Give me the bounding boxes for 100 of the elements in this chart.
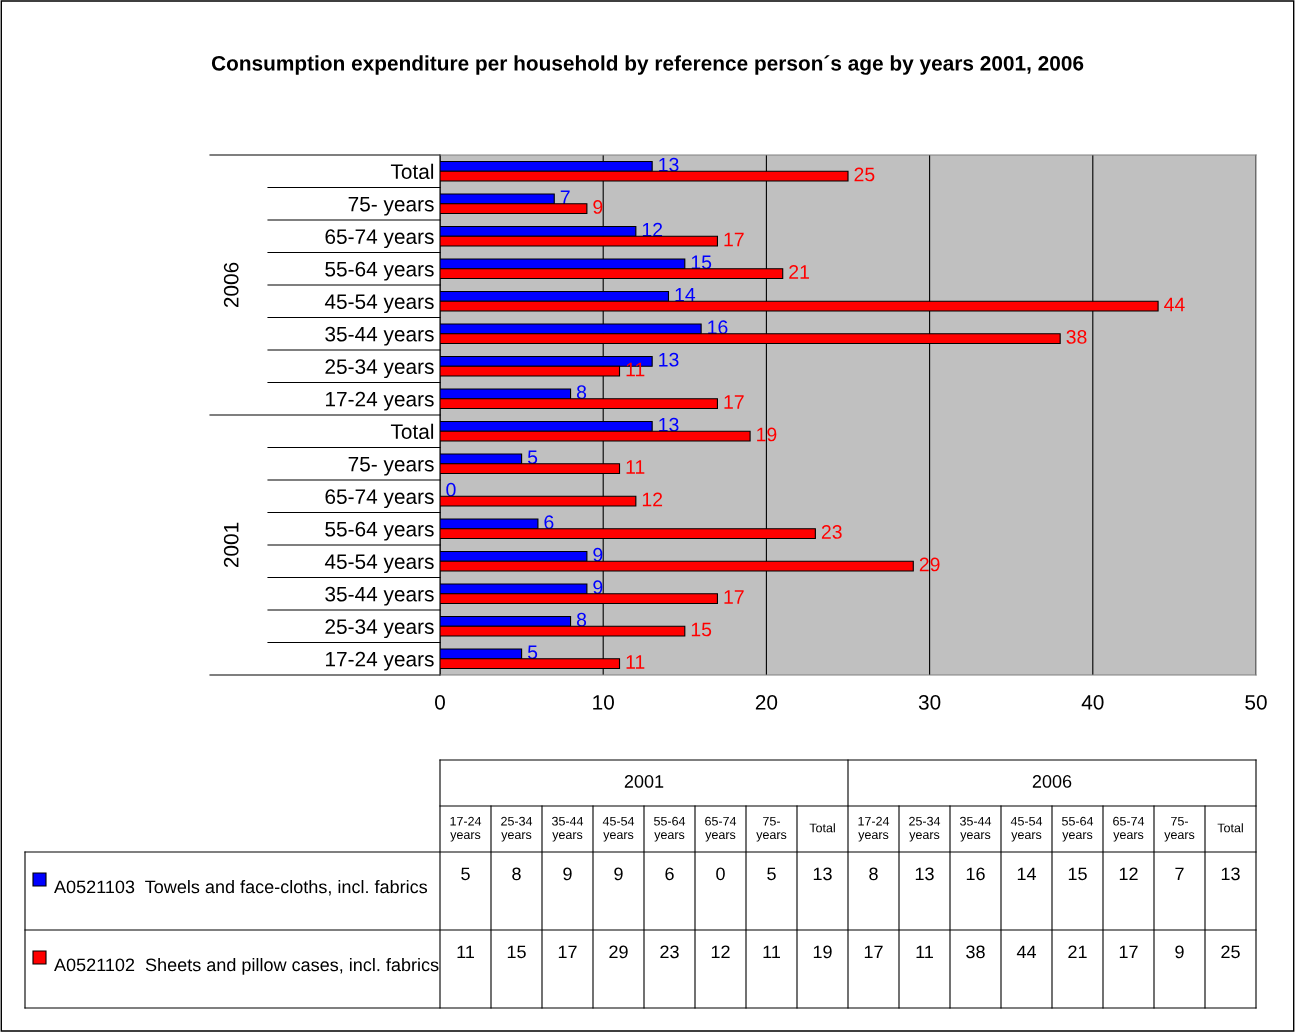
text: 5 bbox=[767, 867, 776, 881]
data-label: 6 bbox=[544, 515, 554, 530]
data-label: 13 bbox=[659, 417, 679, 432]
y-tick-label: 65-74 years bbox=[325, 229, 434, 249]
text: 15 bbox=[507, 945, 526, 959]
data-label: 16 bbox=[708, 320, 728, 335]
y-tick-label: 45-54 years bbox=[324, 554, 434, 574]
category-label: 17-24 years bbox=[858, 816, 890, 842]
data-label: 17 bbox=[724, 590, 744, 604]
x-tick-label: 0 bbox=[435, 694, 445, 710]
category-label: 55-64 years bbox=[1062, 816, 1094, 842]
data-label: 8 bbox=[576, 385, 587, 400]
text: 38 bbox=[966, 945, 985, 959]
text: 15 bbox=[1068, 867, 1087, 881]
text: 14 bbox=[1017, 867, 1037, 881]
data-label: 5 bbox=[527, 645, 538, 660]
chart-title: Consumption expenditure per household by reference person´s age by years 2001, 2006 bbox=[211, 55, 1084, 75]
x-tick-label: 40 bbox=[1081, 694, 1104, 710]
y-tick-label: 35-44 years bbox=[325, 586, 434, 606]
text: 16 bbox=[966, 867, 985, 881]
y-tick-label: 25-34 years bbox=[325, 619, 434, 639]
x-tick-label: 20 bbox=[755, 694, 778, 710]
text: 8 bbox=[869, 867, 878, 881]
text: 2001 bbox=[624, 775, 664, 788]
text: 13 bbox=[1221, 867, 1240, 881]
data-label: 0 bbox=[446, 482, 456, 497]
text: 12 bbox=[711, 945, 730, 959]
data-label: 38 bbox=[1066, 330, 1087, 344]
y-tick-label: 35-44 years bbox=[325, 326, 434, 346]
text: 2006 bbox=[1032, 775, 1072, 788]
text: 29 bbox=[609, 945, 628, 959]
y-tick-label: 17-24 years bbox=[326, 391, 434, 411]
x-tick-label: 50 bbox=[1245, 694, 1267, 710]
data-label: 12 bbox=[642, 492, 663, 507]
text: 11 bbox=[916, 945, 933, 959]
text: 17 bbox=[1119, 945, 1138, 959]
category-label: 75- years bbox=[756, 816, 787, 842]
text: 0 bbox=[716, 867, 725, 881]
legend-label: A0521103 Towels and face-cloths, incl. fabrics bbox=[54, 880, 428, 896]
y-tick-label: 65-74 years bbox=[325, 489, 434, 509]
x-tick-label: 10 bbox=[593, 694, 614, 710]
y-tick-label: 55-64 years bbox=[325, 521, 434, 541]
text: 2001 bbox=[223, 522, 239, 568]
data-label: 13 bbox=[659, 352, 679, 367]
y-tick-label: Total bbox=[390, 163, 434, 179]
text: 17 bbox=[864, 945, 883, 959]
data-label: 5 bbox=[527, 450, 538, 465]
category-label: 65-74 years bbox=[705, 816, 737, 842]
data-label: 12 bbox=[642, 222, 663, 237]
text: 9 bbox=[563, 867, 572, 881]
x-tick-label: 30 bbox=[918, 694, 941, 710]
data-label: 9 bbox=[593, 580, 603, 595]
text: 25 bbox=[1221, 945, 1240, 959]
text: 12 bbox=[1119, 867, 1138, 881]
text: 6 bbox=[665, 867, 674, 881]
category-label: Total bbox=[1217, 823, 1243, 833]
text: 21 bbox=[1068, 945, 1087, 959]
text: 13 bbox=[813, 867, 832, 881]
category-label: 35-44 years bbox=[959, 816, 992, 842]
category-label: 75- years bbox=[1164, 816, 1195, 842]
category-label: Total bbox=[809, 823, 835, 833]
text: 7 bbox=[1175, 867, 1184, 881]
data-label: 25 bbox=[854, 167, 875, 182]
data-label: 23 bbox=[821, 525, 842, 539]
text: 8 bbox=[512, 867, 521, 881]
data-label: 21 bbox=[789, 265, 809, 279]
text: 23 bbox=[660, 945, 679, 959]
data-label: 44 bbox=[1164, 297, 1185, 312]
category-label: 25-34 years bbox=[501, 816, 533, 842]
text: 44 bbox=[1016, 945, 1037, 959]
data-label: 17 bbox=[724, 395, 744, 409]
data-label: 13 bbox=[659, 157, 679, 172]
data-label: 17 bbox=[724, 232, 744, 247]
category-label: 35-44 years bbox=[551, 816, 584, 842]
data-label: 14 bbox=[675, 288, 696, 302]
data-label: 15 bbox=[691, 255, 712, 270]
text: 11 bbox=[457, 945, 474, 959]
y-tick-label: 17-24 years bbox=[326, 651, 434, 671]
y-tick-label: Total bbox=[390, 423, 434, 439]
data-label: 11 bbox=[626, 460, 645, 474]
category-label: 65-74 years bbox=[1113, 816, 1145, 842]
y-tick-label: 25-34 years bbox=[325, 359, 434, 379]
text: 9 bbox=[614, 867, 623, 881]
data-label: 8 bbox=[576, 612, 587, 627]
data-label: 9 bbox=[593, 200, 603, 214]
y-tick-label: 75- years bbox=[348, 196, 434, 216]
text: 19 bbox=[813, 945, 832, 959]
data-label: 9 bbox=[593, 547, 603, 562]
category-label: 17-24 years bbox=[450, 816, 482, 842]
text: 5 bbox=[461, 867, 470, 881]
data-label: 11 bbox=[626, 655, 645, 669]
y-tick-label: 75- years bbox=[348, 456, 434, 476]
category-label: 45-54 years bbox=[1010, 816, 1043, 842]
data-label: 7 bbox=[560, 190, 570, 204]
data-label: 15 bbox=[691, 622, 712, 637]
y-tick-label: 55-64 years bbox=[325, 261, 434, 281]
text: 13 bbox=[915, 867, 934, 881]
y-tick-label: 45-54 years bbox=[324, 294, 434, 314]
text: 17 bbox=[558, 945, 577, 959]
text: 2006 bbox=[223, 262, 239, 308]
